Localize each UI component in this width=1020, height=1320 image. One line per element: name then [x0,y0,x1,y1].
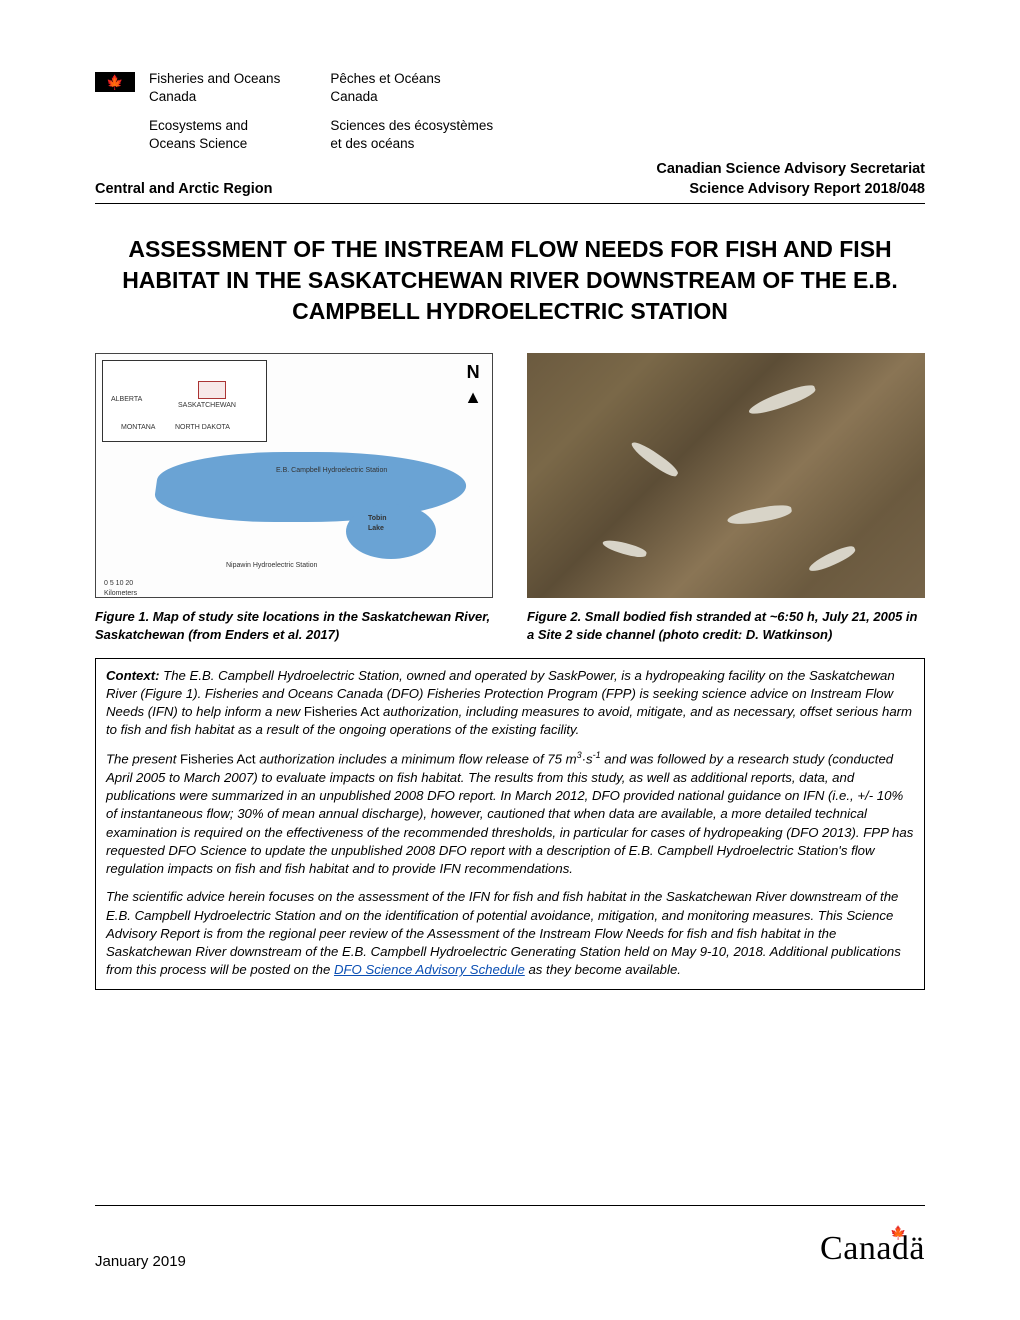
figure-2: Figure 2. Small bodied fish stranded at … [527,353,925,643]
report-number: Science Advisory Report 2018/048 [656,180,925,200]
figure-1-map: Tobin Lake E.B. Campbell Hydroelectric S… [95,353,493,598]
map-inset: ALBERTA SASKATCHEWAN MONTANA NORTH DAKOT… [102,360,267,442]
footer-row: January 2019 Canadä 🍁 [95,1226,925,1272]
map-scale: 0 5 10 20 Kilometers [104,579,137,598]
stranded-fish [601,538,647,560]
stranded-fish [726,503,792,528]
canada-wordmark-text: Canadä [820,1230,925,1267]
context-p2b: authorization includes a minimum flow re… [256,752,577,767]
stranded-fish [807,543,857,575]
map-label-nipawin: Nipawin Hydroelectric Station [226,561,317,570]
context-p2a: The present [106,752,180,767]
dfo-schedule-link[interactable]: DFO Science Advisory Schedule [334,962,525,977]
context-box: Context: The E.B. Campbell Hydroelectric… [95,658,925,991]
stranded-fish [629,439,681,480]
map-label-tobin: Tobin Lake [368,514,387,533]
inset-ndakota: NORTH DAKOTA [175,423,230,432]
figures-row: Tobin Lake E.B. Campbell Hydroelectric S… [95,353,925,643]
figure-2-caption: Figure 2. Small bodied fish stranded at … [527,608,925,643]
secretariat-label: Canadian Science Advisory Secretariat [656,160,925,180]
context-p3b: as they become available. [525,962,681,977]
sup-neg1: -1 [593,750,601,760]
region-header-row: Central and Arctic Region Canadian Scien… [95,160,925,199]
north-arrow-icon: N ▲ [464,360,482,409]
dept-col-fr: Pêches et Océans Canada Sciences des éco… [330,70,493,152]
page-footer: January 2019 Canadä 🍁 [95,1205,925,1272]
dept-sub-en: Ecosystems and Oceans Science [149,117,280,152]
context-label: Context: [106,668,159,683]
map-label-station: E.B. Campbell Hydroelectric Station [276,466,387,475]
context-p2mid: ·s [582,752,593,767]
context-p2: The present Fisheries Act authorization … [106,749,914,878]
inset-sask: SASKATCHEWAN [178,401,236,410]
canada-wordmark: Canadä 🍁 [820,1226,925,1272]
context-p3: The scientific advice herein focuses on … [106,888,914,979]
dept-sub-fr: Sciences des écosystèmes et des océans [330,117,493,152]
dept-name-fr: Pêches et Océans Canada [330,70,493,105]
dept-columns: Fisheries and Oceans Canada Ecosystems a… [149,70,493,152]
footer-rule [95,1205,925,1206]
fisheries-act-2: Fisheries Act [180,752,256,767]
figure-1: Tobin Lake E.B. Campbell Hydroelectric S… [95,353,493,643]
figure-1-caption: Figure 1. Map of study site locations in… [95,608,493,643]
figure-2-photo [527,353,925,598]
context-p2c: and was followed by a research study (co… [106,752,913,876]
dept-name-en: Fisheries and Oceans Canada [149,70,280,105]
dept-header: 🍁 Fisheries and Oceans Canada Ecosystems… [95,70,925,152]
fisheries-act-1: Fisheries Act [304,704,380,719]
stranded-fish [747,382,818,419]
inset-montana: MONTANA [121,423,155,432]
publication-date: January 2019 [95,1252,186,1272]
inset-highlight-box [198,381,226,399]
dept-col-en: Fisheries and Oceans Canada Ecosystems a… [149,70,280,152]
header-rule [95,203,925,204]
inset-alberta: ALBERTA [111,395,142,404]
map-lake [346,504,436,559]
context-p1: Context: The E.B. Campbell Hydroelectric… [106,667,914,740]
document-title: ASSESSMENT OF THE INSTREAM FLOW NEEDS FO… [115,234,905,327]
region-label: Central and Arctic Region [95,180,273,200]
canada-flag-icon: 🍁 [95,72,135,92]
report-id-block: Canadian Science Advisory Secretariat Sc… [656,160,925,199]
wordmark-flag-icon: 🍁 [890,1224,907,1242]
